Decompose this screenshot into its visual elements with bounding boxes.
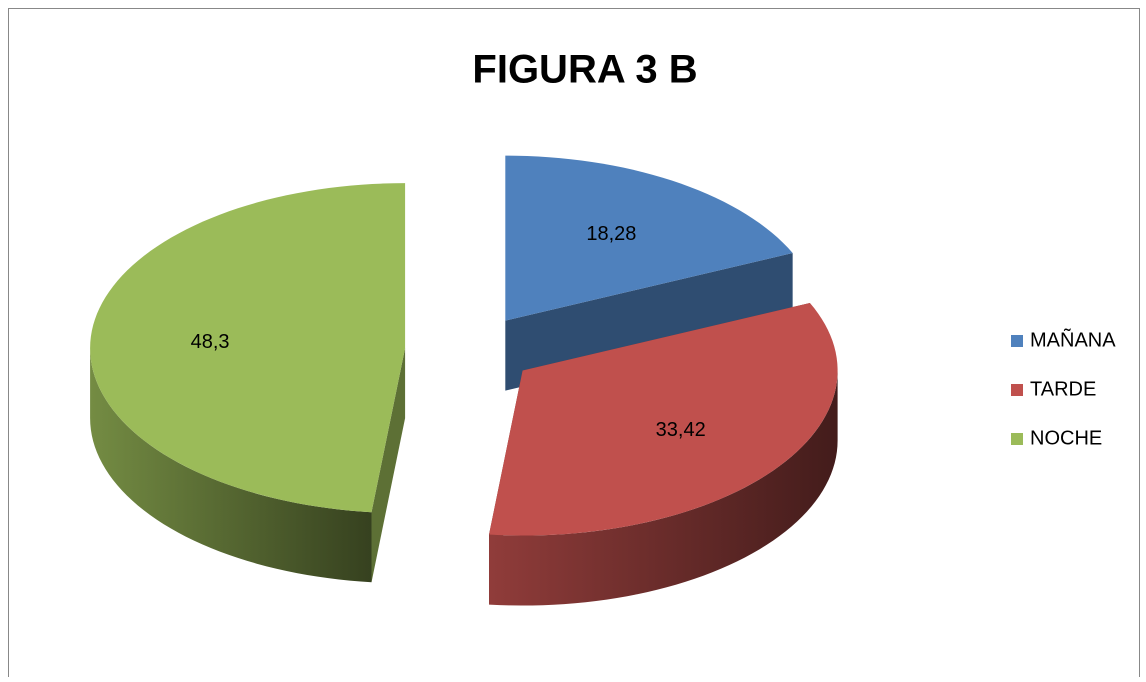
legend-label: NOCHE	[1030, 427, 1102, 449]
legend-swatch	[1011, 433, 1023, 445]
legend-swatch	[1011, 384, 1023, 396]
data-label: 33,42	[656, 419, 706, 441]
slice-side	[505, 252, 793, 391]
legend-swatch	[1011, 335, 1023, 347]
data-label: 18,28	[586, 223, 636, 245]
data-label: 48,3	[191, 331, 230, 353]
chart-title: FIGURA 3 B	[472, 48, 697, 92]
slice-wall	[489, 370, 838, 606]
legend-label: MAÑANA	[1030, 327, 1116, 351]
slice-side	[371, 348, 406, 583]
legend-label: TARDE	[1030, 378, 1096, 400]
slice	[489, 302, 838, 536]
slice-wall	[90, 348, 372, 583]
slice	[90, 183, 406, 513]
slice	[505, 155, 793, 321]
